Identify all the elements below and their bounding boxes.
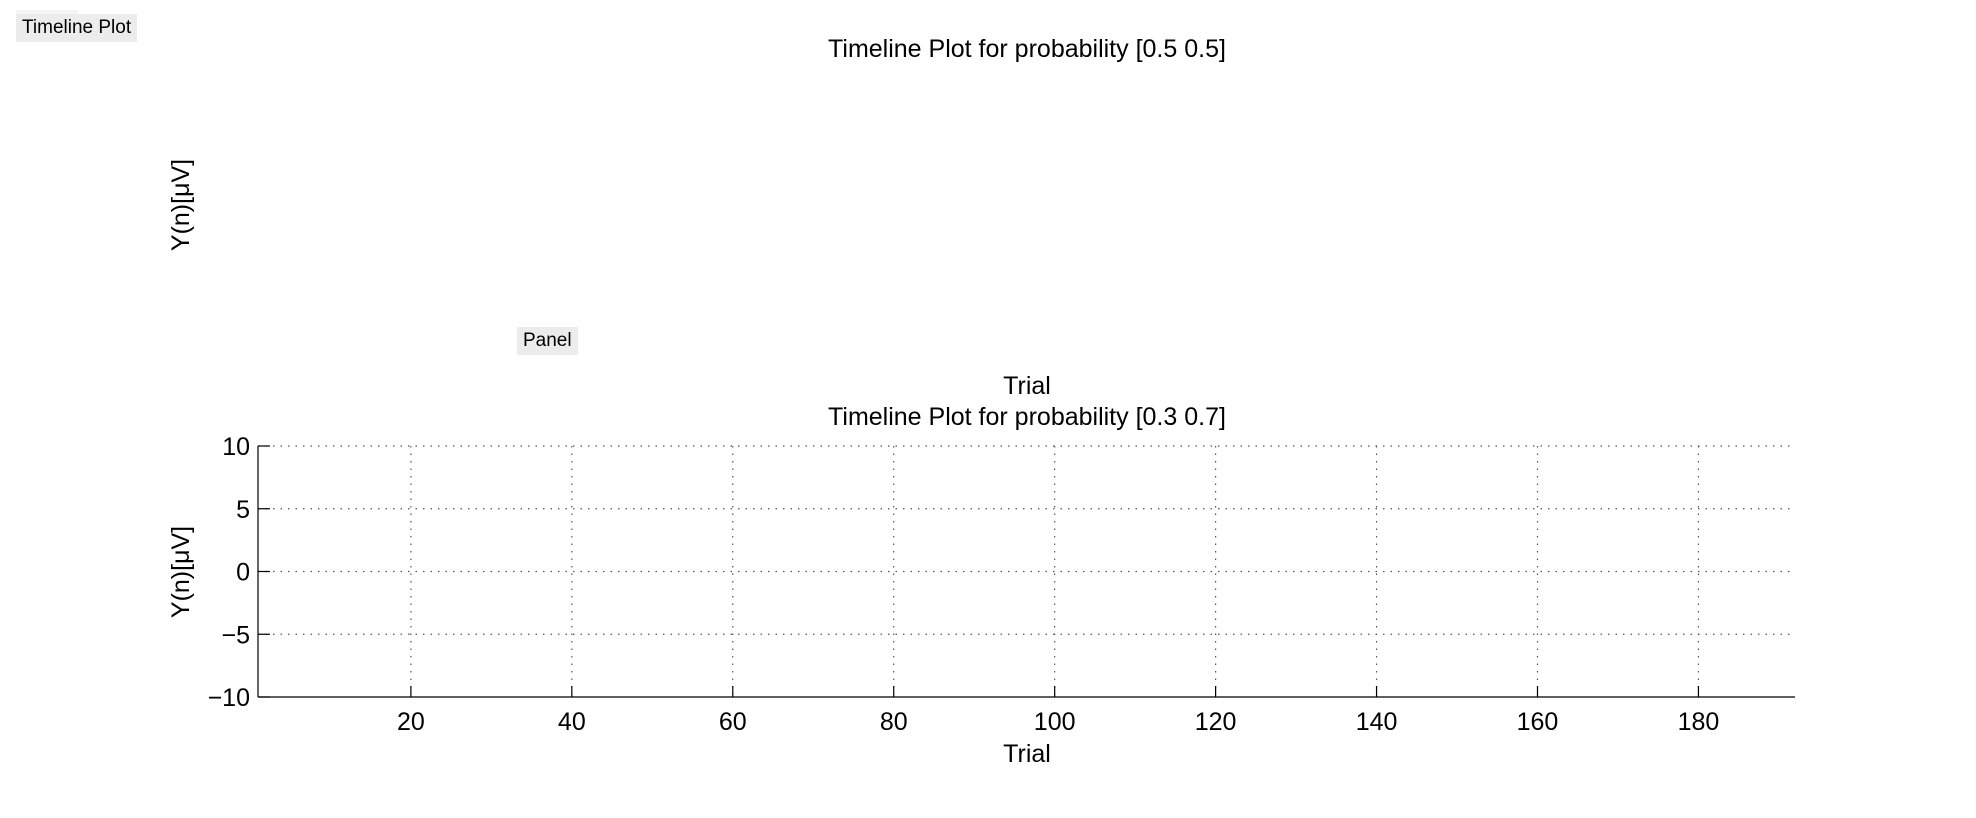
x-tick-label: 180 xyxy=(1678,708,1720,736)
x-tick-label: 100 xyxy=(1034,708,1076,736)
x-tick-label: 60 xyxy=(719,708,747,736)
lower-plot-ylabel: Y(n)[μV] xyxy=(167,526,195,618)
tab-strip xyxy=(16,10,78,14)
y-tick-label: −5 xyxy=(221,621,250,649)
tab-timeline-plot[interactable]: Timeline Plot xyxy=(16,14,138,42)
upper-plot-ylabel: Y(n)[μV] xyxy=(167,159,195,251)
y-tick-label: −10 xyxy=(208,684,250,712)
y-tick-label: 0 xyxy=(236,559,250,587)
x-tick-label: 160 xyxy=(1517,708,1559,736)
lower-plot-xlabel: Trial xyxy=(1003,740,1051,768)
y-tick-label: 5 xyxy=(236,496,250,524)
x-tick-label: 40 xyxy=(558,708,586,736)
panel-label: Panel xyxy=(517,327,578,355)
x-tick-label: 80 xyxy=(880,708,908,736)
y-tick-label: 10 xyxy=(222,433,250,461)
ticks-layer: 20 40 60 80 100 120 140 160 180 10 5 0 −5 −10 xyxy=(208,433,1720,736)
lower-plot-title: Timeline Plot for probability [0.3 0.7] xyxy=(828,403,1226,431)
x-tick-label: 20 xyxy=(397,708,425,736)
x-tick-label: 120 xyxy=(1195,708,1237,736)
upper-plot-title: Timeline Plot for probability [0.5 0.5] xyxy=(828,35,1226,63)
grid-layer xyxy=(258,445,1795,697)
upper-plot-xlabel: Trial xyxy=(1003,372,1051,400)
x-tick-label: 140 xyxy=(1356,708,1398,736)
upper-plot: Timeline Plot for probability [0.5 0.5] … xyxy=(167,35,1226,400)
lower-plot: Timeline Plot for probability [0.3 0.7] … xyxy=(167,403,1795,768)
